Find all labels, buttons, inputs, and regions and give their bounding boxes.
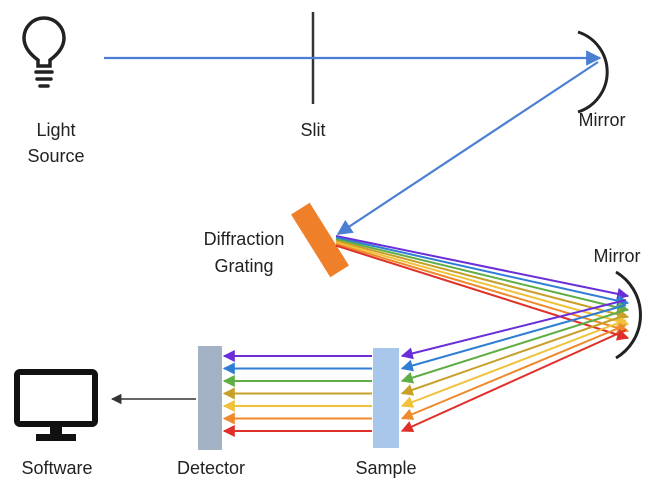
detector-label: Detector <box>177 458 245 478</box>
reflected-ray <box>400 309 627 384</box>
reflected-ray <box>400 314 627 396</box>
mirror-top <box>577 30 609 114</box>
software-label: Software <box>21 458 92 478</box>
mirror-right-label: Mirror <box>594 246 641 266</box>
diffracted-ray <box>335 241 630 327</box>
detector <box>198 346 222 450</box>
reflected-ray <box>400 329 627 433</box>
grating-label-line1: Diffraction <box>204 229 285 249</box>
reflected-ray <box>400 324 627 420</box>
diffracted-ray <box>335 236 630 307</box>
reflected-ray <box>400 319 627 408</box>
reflected-ray <box>400 304 627 372</box>
slit-label: Slit <box>300 120 325 140</box>
diffracted-ray <box>335 244 630 341</box>
sample-cell <box>373 348 399 448</box>
monitor-icon <box>14 369 98 441</box>
diffracted-spectrum <box>335 235 630 341</box>
reflected-beam <box>336 61 599 235</box>
diffracted-ray <box>335 239 630 321</box>
reflected-spectrum <box>400 299 627 433</box>
light-source-label-line2: Source <box>27 146 84 166</box>
diffraction-grating <box>291 202 349 278</box>
diffracted-ray <box>335 238 630 314</box>
mirror-top-label: Mirror <box>579 110 626 130</box>
sample-label: Sample <box>355 458 416 478</box>
transmitted-spectrum <box>222 350 372 437</box>
mirror-right <box>615 270 642 360</box>
reflected-ray <box>400 299 627 360</box>
diffracted-ray <box>335 243 630 334</box>
lightbulb-icon <box>22 16 66 88</box>
grating-label-line2: Grating <box>214 256 273 276</box>
light-source-label-line1: Light <box>36 120 75 140</box>
diffracted-ray <box>335 235 630 300</box>
